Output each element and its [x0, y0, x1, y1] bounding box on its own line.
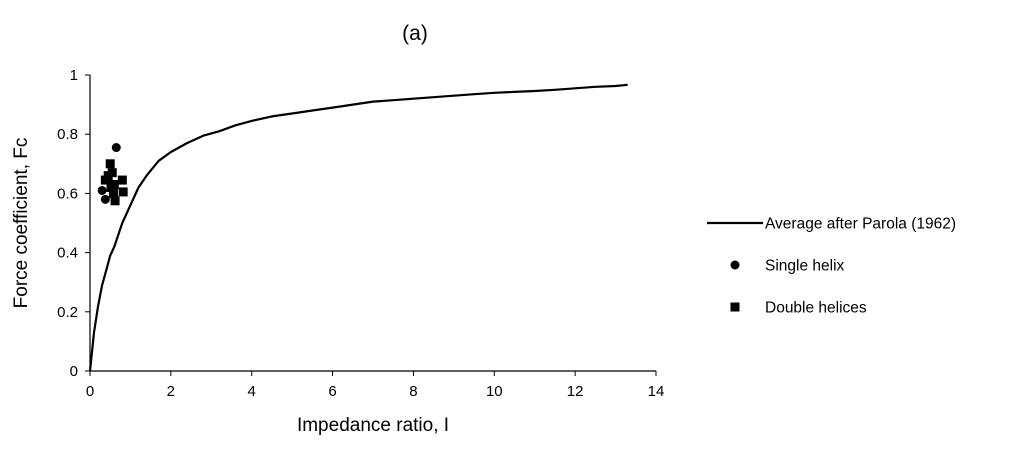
data-point-double-helices	[110, 180, 119, 189]
x-tick-label: 10	[486, 383, 503, 400]
data-point-double-helices	[108, 168, 117, 177]
x-tick-label: 2	[167, 383, 175, 400]
y-tick-label: 0.6	[57, 185, 78, 202]
data-point-double-helices	[119, 187, 128, 196]
data-point-single-helix	[101, 195, 110, 204]
chart-title: (a)	[402, 22, 428, 45]
x-tick-label: 0	[86, 383, 94, 400]
legend: Average after Parola (1962) Single helix D…	[707, 216, 956, 317]
y-axis-label: Force coefficient, Fc	[11, 138, 32, 309]
y-tick-label: 0.2	[57, 304, 78, 321]
plot-area	[90, 85, 628, 371]
data-point-double-helices	[111, 196, 120, 205]
legend-label: Single helix	[765, 258, 845, 275]
data-point-double-helices	[106, 159, 115, 168]
x-tick-label: 14	[648, 383, 665, 400]
legend-label: Double helices	[765, 300, 867, 317]
x-tick-label: 6	[328, 383, 336, 400]
axes	[90, 75, 656, 371]
y-tick-label: 0.8	[57, 126, 78, 143]
legend-label: Average after Parola (1962)	[765, 216, 956, 233]
x-tick-label: 4	[248, 383, 256, 400]
x-tick-label: 8	[409, 383, 417, 400]
y-tick-label: 0.4	[57, 245, 78, 262]
x-tick-label: 12	[567, 383, 584, 400]
legend-swatch-square	[731, 303, 740, 312]
data-point-double-helices	[118, 176, 127, 185]
y-tick-label: 0	[70, 363, 78, 380]
x-ticks: 0 2 4 6 8 10 12 14	[86, 371, 665, 400]
y-tick-label: 1	[70, 67, 78, 84]
data-point-single-helix	[98, 186, 107, 195]
y-ticks: 0 0.2 0.4 0.6 0.8 1	[57, 67, 90, 380]
legend-swatch-circle	[731, 261, 740, 270]
series-line-parola	[90, 85, 628, 371]
data-point-single-helix	[112, 143, 121, 152]
x-axis-label: Impedance ratio, I	[297, 415, 449, 436]
